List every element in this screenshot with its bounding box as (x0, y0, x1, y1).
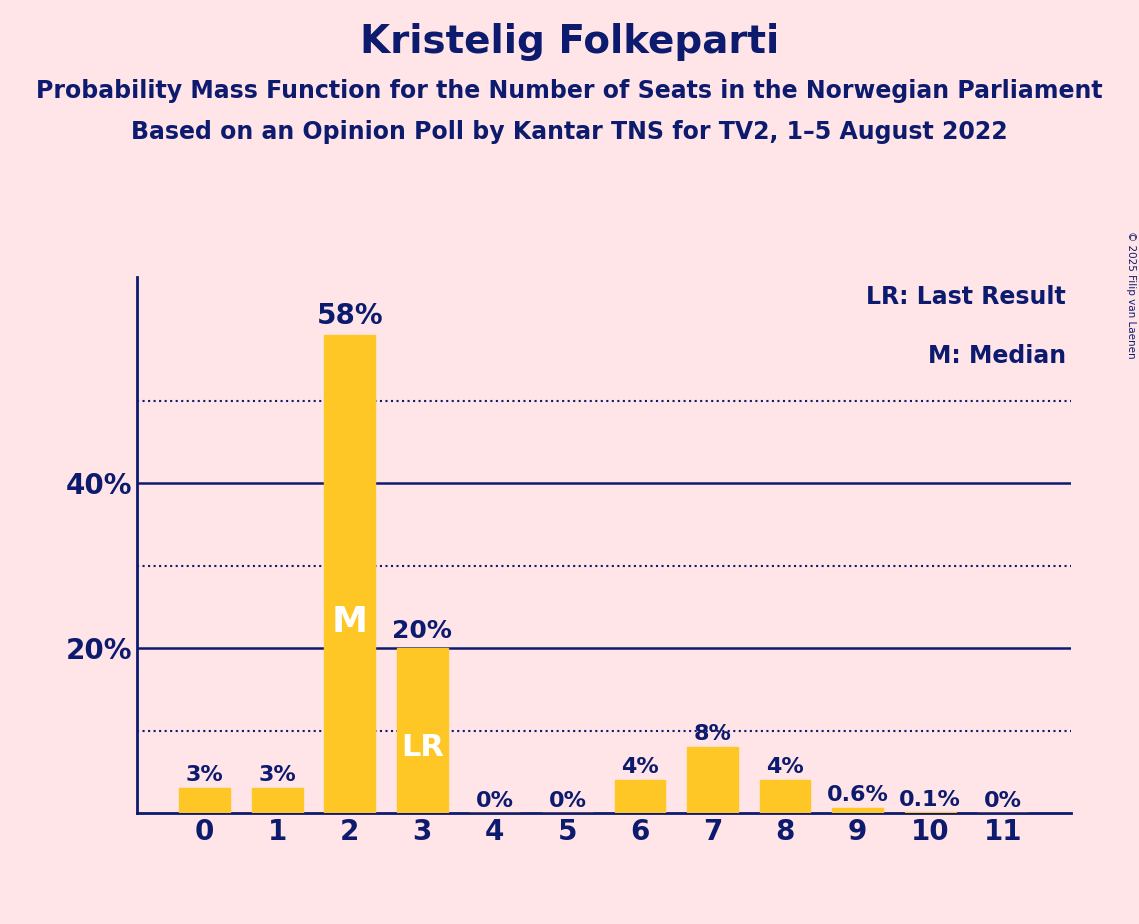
Text: 8%: 8% (694, 723, 731, 744)
Bar (615, 780, 665, 813)
Text: 3%: 3% (259, 765, 296, 785)
Text: Kristelig Folkeparti: Kristelig Folkeparti (360, 23, 779, 61)
Text: LR: LR (401, 733, 444, 761)
Bar (179, 788, 230, 813)
Bar (687, 748, 738, 813)
Text: Probability Mass Function for the Number of Seats in the Norwegian Parliament: Probability Mass Function for the Number… (36, 79, 1103, 103)
Text: 58%: 58% (317, 302, 383, 330)
Text: 0%: 0% (476, 791, 514, 810)
Text: LR: Last Result: LR: Last Result (867, 286, 1066, 310)
Text: M: M (331, 605, 368, 638)
Text: 0.1%: 0.1% (900, 790, 961, 809)
Bar (325, 334, 375, 813)
Text: © 2025 Filip van Laenen: © 2025 Filip van Laenen (1126, 231, 1136, 359)
Text: 0.6%: 0.6% (827, 784, 888, 805)
Bar (396, 649, 448, 813)
Bar (833, 808, 883, 813)
Bar (252, 788, 303, 813)
Text: 4%: 4% (621, 757, 658, 777)
Text: 20%: 20% (392, 619, 452, 643)
Text: 3%: 3% (186, 765, 223, 785)
Text: 0%: 0% (548, 791, 587, 810)
Text: M: Median: M: Median (928, 345, 1066, 368)
Text: Based on an Opinion Poll by Kantar TNS for TV2, 1–5 August 2022: Based on an Opinion Poll by Kantar TNS f… (131, 120, 1008, 144)
Text: 4%: 4% (767, 757, 804, 777)
Bar (760, 780, 811, 813)
Text: 0%: 0% (984, 791, 1022, 810)
